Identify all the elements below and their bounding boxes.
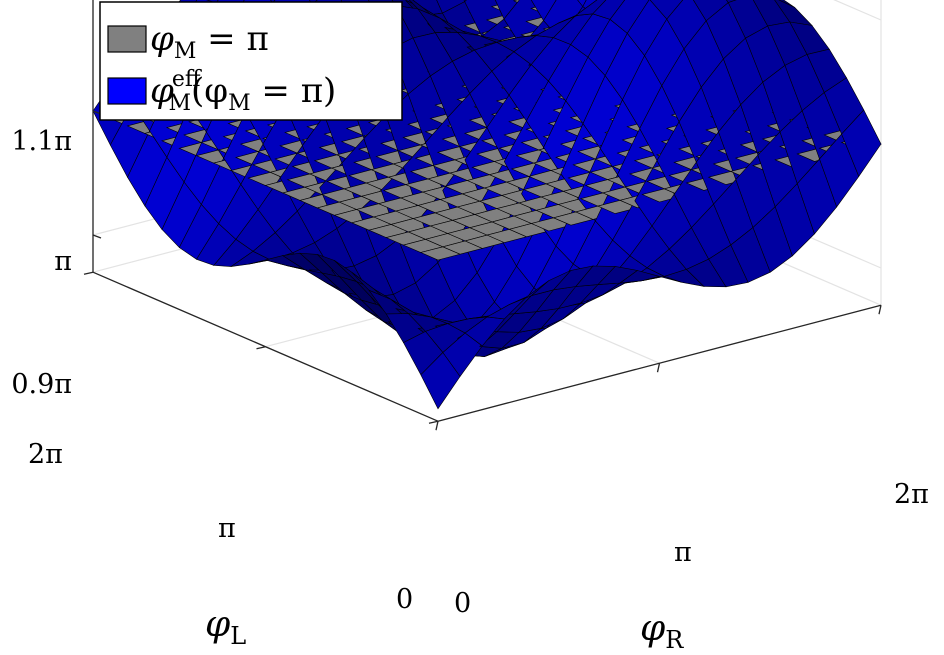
z-tick-label-mid: π [54, 246, 72, 277]
phiR-tick-label-pi: π [674, 537, 692, 568]
phiR-tick-label-0: 0 [454, 588, 471, 619]
phiL-tick-mark-1 [257, 347, 266, 349]
z-tick-labels: 1.1π π 0.9π [11, 126, 72, 400]
phiR-tick-label-2pi: 2π [894, 479, 929, 510]
phiR-tick-mark-1 [658, 363, 660, 372]
phiL-axis-label: φL [205, 604, 246, 650]
phiR-axis-label: φR [640, 608, 684, 654]
legend-swatch-effective [108, 78, 146, 104]
z-tick-label-low: 0.9π [11, 369, 72, 400]
phiL-tick-labels: 2π π 0 [28, 439, 413, 615]
phiR-tick-mark-2 [879, 305, 881, 314]
legend: φM = π φeff M(φM = π) [100, 2, 402, 120]
phiL-tick-label-2pi: 2π [28, 439, 63, 470]
phiR-tick-mark-0 [436, 421, 438, 430]
legend-swatch-flat [108, 26, 146, 52]
phiL-tick-mark-2 [84, 272, 93, 274]
phiL-tick-label-0: 0 [396, 584, 413, 615]
phiL-tick-mark-0 [429, 421, 438, 423]
z-tick-mark-0 [93, 235, 101, 238]
phiL-tick-label-pi: π [218, 513, 236, 544]
phiR-tick-labels: 0 π 2π [454, 479, 929, 619]
legend-label-flat: φM = π [150, 19, 269, 64]
z-tick-label-high: 1.1π [11, 126, 72, 157]
